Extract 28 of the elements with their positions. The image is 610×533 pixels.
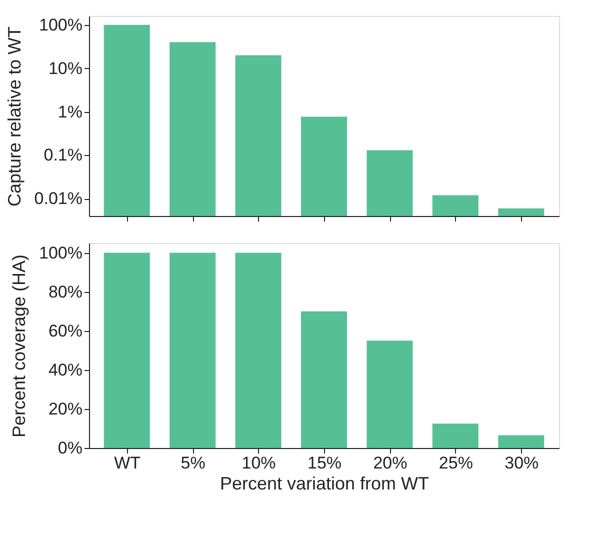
y-tick-label: 1% xyxy=(58,102,82,122)
y-tick-label: 0.1% xyxy=(44,146,82,165)
y-tick-label: 100% xyxy=(39,15,82,34)
y-axis-title: Capture relative to WT xyxy=(4,26,24,207)
x-axis-title: Percent variation from WT xyxy=(220,474,430,494)
x-tick-label: 30% xyxy=(504,454,539,472)
x-tick-label: 15% xyxy=(307,454,342,472)
bar xyxy=(170,252,216,448)
bar xyxy=(498,435,544,448)
y-tick-label: 0% xyxy=(58,438,82,458)
y-tick-label: 60% xyxy=(48,321,82,340)
x-tick-label: 10% xyxy=(242,454,276,472)
x-tick-label: 5% xyxy=(180,454,206,472)
y-tick-label: 100% xyxy=(39,243,82,262)
x-tick-label: 20% xyxy=(373,454,408,472)
y-tick-label: 80% xyxy=(48,282,82,302)
bar xyxy=(301,311,347,448)
x-tick-label: 25% xyxy=(438,454,473,472)
x-tick-label: WT xyxy=(114,454,141,472)
bar xyxy=(235,252,282,448)
y-axis-title: Percent coverage (HA) xyxy=(9,254,30,438)
bar xyxy=(432,424,478,448)
bar xyxy=(104,252,150,448)
y-tick-label: 40% xyxy=(48,360,82,380)
y-tick-label: 20% xyxy=(48,399,82,418)
bar xyxy=(366,340,413,448)
y-tick-label: 0.01% xyxy=(34,189,82,208)
y-tick-label: 10% xyxy=(48,58,82,78)
